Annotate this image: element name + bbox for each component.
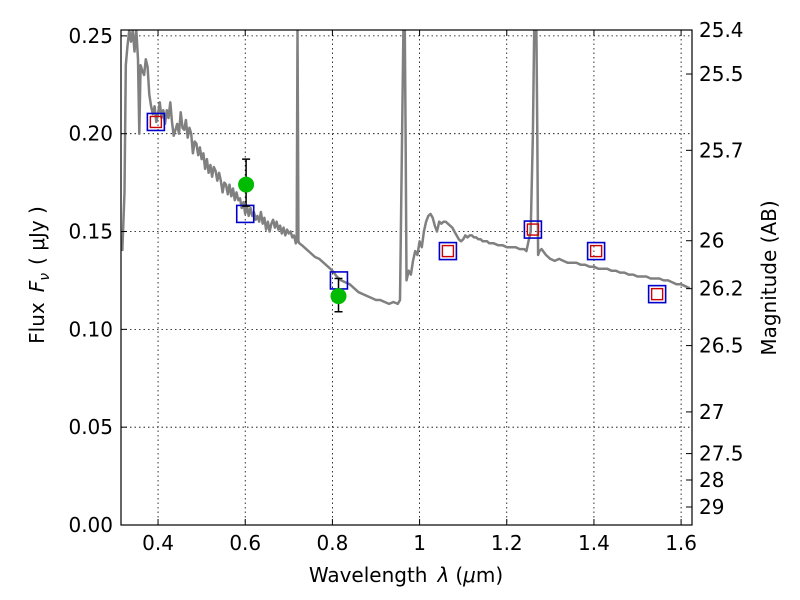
observed-upper-point (526, 223, 540, 236)
y-tick-label: 0.15 (68, 220, 113, 244)
y-tick-label: 0.00 (68, 513, 113, 537)
x-tick-label: 1.4 (578, 531, 610, 555)
x-tick-label: 0.6 (229, 531, 261, 555)
x-axis-unit-open: ( (455, 563, 463, 587)
x-tick-label: 1.6 (665, 531, 697, 555)
y-axis-subscript: ν (37, 273, 53, 281)
observed-flux-point (238, 176, 255, 193)
x-axis-unit-rest: m) (476, 563, 503, 587)
x-tick-label: 0.8 (316, 531, 348, 555)
x-tick-label: 0.4 (142, 531, 174, 555)
mag-tick-label: 27 (699, 400, 724, 424)
x-axis-label: Wavelength (309, 563, 428, 587)
observed-flux-point (330, 288, 347, 305)
plot-frame (120, 29, 693, 526)
model-band-point (523, 220, 543, 239)
y-axis-unit: ( μJy ) (25, 206, 49, 265)
mag-tick-label: 27.5 (699, 442, 744, 466)
y-axis-symbol: F (25, 280, 49, 292)
observed-upper-point (650, 287, 664, 301)
model-band-point (438, 241, 458, 261)
mag-tick-label: 26 (699, 229, 724, 253)
mag-tick-label: 29 (699, 495, 724, 519)
model-band-point (586, 241, 606, 261)
model-band-point (146, 112, 166, 132)
mag-tick-label: 25.4 (699, 18, 744, 42)
y-tick-label: 0.10 (68, 317, 113, 341)
x-axis-unit-mu: μ (462, 563, 476, 587)
mag-tick-label: 25.5 (699, 62, 744, 86)
observed-upper-point (441, 244, 455, 258)
mag-tick-label: 28 (699, 468, 724, 492)
x-axis-title: Wavelength λ (μm) (309, 563, 503, 587)
observed-upper-point (149, 115, 163, 129)
mag-tick-label: 26.2 (699, 277, 744, 301)
x-tick-label: 1.2 (491, 531, 523, 555)
x-axis-symbol: λ (436, 563, 449, 587)
axis-ticks: 0.4 0.6 0.8 1 1.2 1.4 1.6 0.00 0.05 0.10 0.15 0.20 0… (68, 18, 743, 555)
y-tick-label: 0.20 (68, 122, 113, 146)
mag-tick-label: 26.5 (699, 334, 744, 358)
y2-axis-title: Magnitude (AB) (757, 200, 781, 355)
model-band-point (647, 284, 667, 304)
y-tick-label: 0.25 (68, 24, 113, 48)
observed-upper-point (589, 244, 603, 258)
y-axis-title: Flux Fν ( μJy ) (25, 206, 53, 344)
mag-tick-label: 25.7 (699, 138, 744, 162)
y-tick-label: 0.05 (68, 415, 113, 439)
model-spectrum-line (121, 30, 691, 306)
plot-area (121, 30, 691, 313)
y-axis-label: Flux (25, 302, 49, 344)
x-tick-label: 1 (413, 531, 426, 555)
